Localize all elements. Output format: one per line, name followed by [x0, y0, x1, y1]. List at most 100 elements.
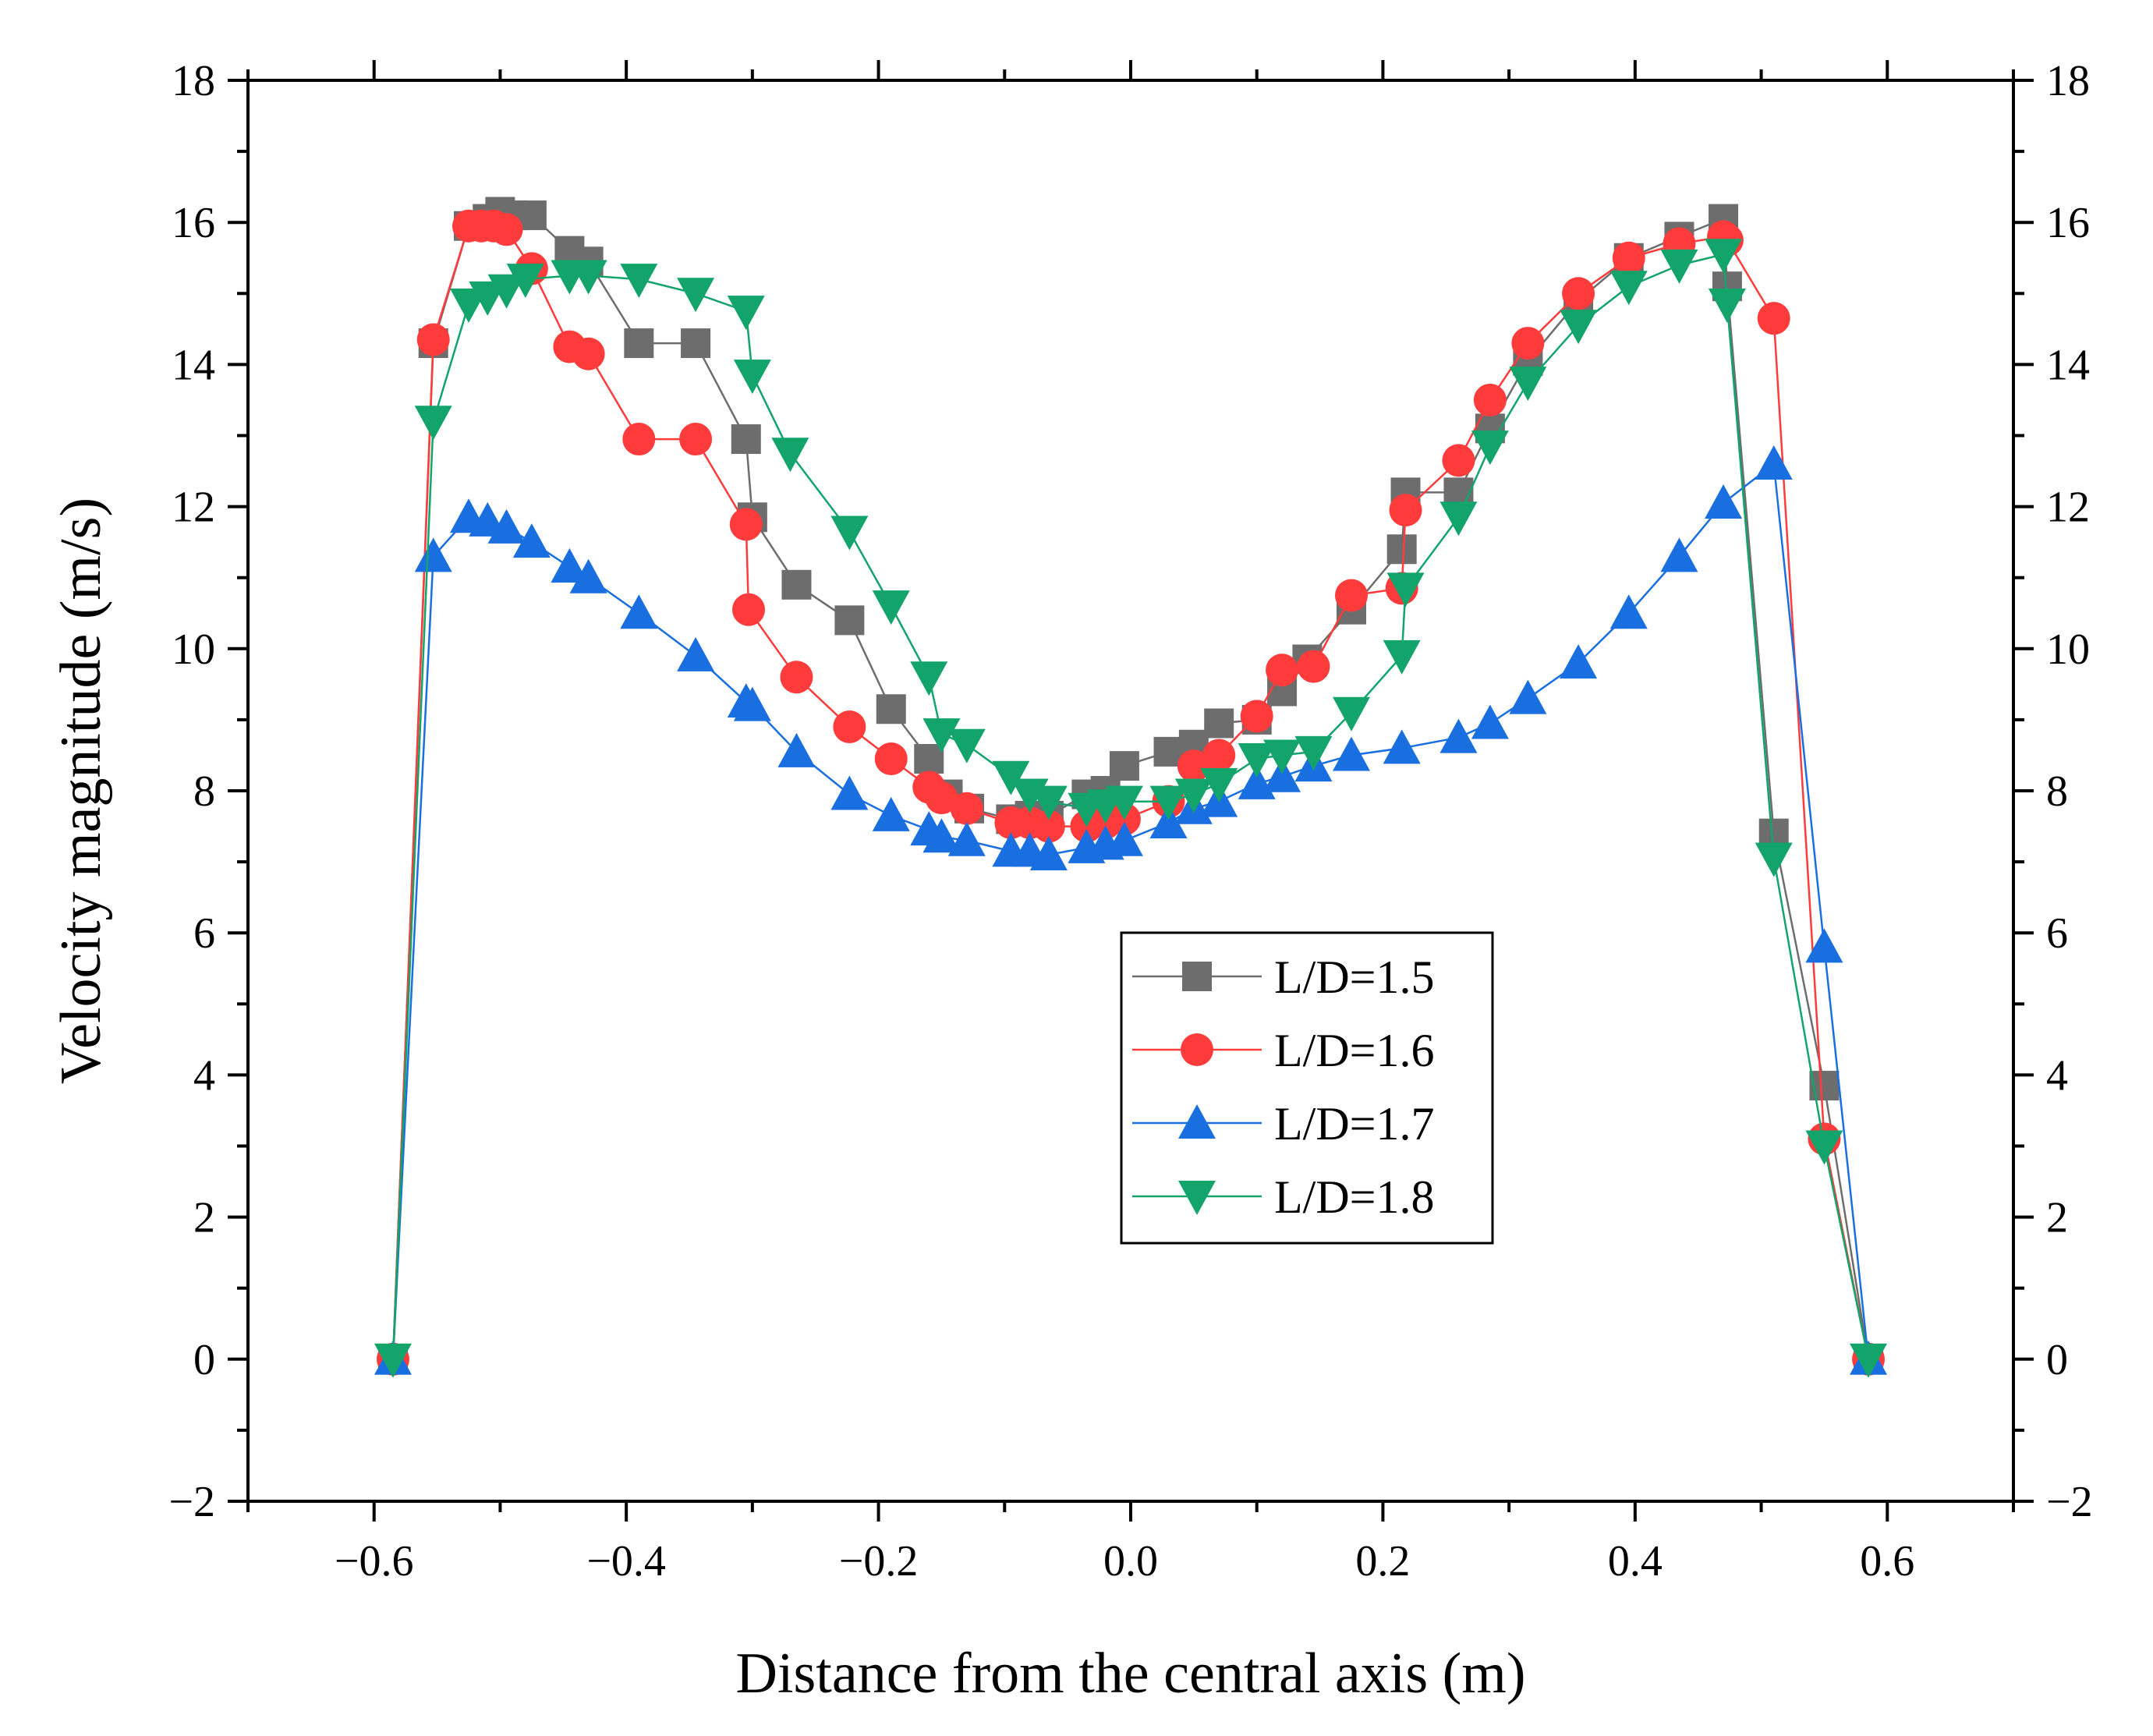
- legend-label: L/D=1.5: [1274, 951, 1435, 1003]
- data-point: [1509, 679, 1547, 714]
- data-point: [1389, 494, 1422, 527]
- data-point: [374, 1343, 412, 1378]
- data-point: [733, 686, 771, 721]
- data-point: [1294, 735, 1333, 771]
- y-left-tick-label: 10: [172, 625, 215, 674]
- y-right-tick-label: 12: [2046, 484, 2090, 532]
- data-point: [624, 328, 654, 359]
- data-point: [622, 423, 656, 456]
- x-tick-label: −0.4: [586, 1537, 666, 1585]
- x-axis-title: Distance from the central axis (m): [736, 1642, 1526, 1706]
- series-L/D=1.8: [374, 239, 1888, 1378]
- y-left-tick-label: 18: [172, 57, 215, 105]
- data-point: [922, 718, 961, 753]
- y-left-tick-label: −2: [168, 1478, 215, 1526]
- data-point: [771, 438, 809, 473]
- data-point: [872, 796, 910, 831]
- data-point: [1755, 445, 1793, 480]
- data-point: [1383, 729, 1421, 764]
- data-point: [1029, 785, 1068, 820]
- data-point: [833, 710, 866, 744]
- data-point: [1609, 271, 1648, 306]
- y-left-tick-label: 8: [193, 767, 215, 816]
- data-point: [506, 264, 544, 299]
- y-right-tick-label: −2: [2046, 1478, 2093, 1526]
- data-point: [729, 508, 763, 541]
- legend-label: L/D=1.8: [1274, 1171, 1435, 1223]
- x-tick-label: 0.4: [1608, 1537, 1663, 1585]
- data-point: [914, 744, 944, 774]
- data-point: [677, 636, 715, 671]
- x-tick-label: −0.6: [335, 1537, 414, 1585]
- data-point: [1149, 785, 1188, 820]
- data-point: [727, 296, 765, 331]
- data-point: [1705, 484, 1743, 519]
- x-tick-label: −0.2: [839, 1537, 919, 1585]
- data-point: [572, 337, 605, 370]
- legend-marker: [1178, 1104, 1216, 1139]
- y-right-tick-label: 2: [2046, 1194, 2068, 1242]
- data-point: [1439, 718, 1478, 753]
- data-point: [487, 274, 526, 309]
- legend-label: L/D=1.7: [1274, 1098, 1435, 1150]
- data-point: [1105, 821, 1143, 856]
- legend-marker: [1178, 1181, 1216, 1215]
- data-point: [1386, 572, 1425, 608]
- data-point: [1266, 654, 1299, 687]
- y-right-tick-label: 18: [2046, 57, 2090, 105]
- y-left-tick-label: 14: [172, 341, 215, 389]
- data-point: [487, 508, 526, 544]
- data-point: [1509, 367, 1547, 402]
- tick-layer: −0.6 −0.4 −0.2 0.0 0.2 0.4 0.6 −2 −2 0 0 2 2 4 4 6 6 8 8 10…: [168, 57, 2092, 1585]
- data-point: [1560, 644, 1598, 679]
- data-point: [1333, 696, 1370, 732]
- data-point: [1708, 288, 1746, 323]
- data-point: [569, 558, 607, 593]
- data-point: [620, 594, 658, 629]
- x-tick-label: 0.6: [1860, 1537, 1914, 1585]
- data-point: [1105, 785, 1143, 820]
- data-point: [620, 264, 658, 299]
- data-point: [1757, 302, 1790, 335]
- data-point: [1297, 650, 1330, 683]
- y-right-tick-label: 0: [2046, 1336, 2068, 1384]
- data-point: [1032, 810, 1065, 843]
- data-point: [1612, 241, 1645, 275]
- data-point: [1442, 444, 1475, 477]
- data-point: [1511, 327, 1545, 360]
- data-point: [1333, 736, 1370, 771]
- data-point: [834, 605, 865, 636]
- legend-label: L/D=1.6: [1274, 1025, 1435, 1076]
- data-point: [925, 781, 958, 815]
- data-point: [1149, 803, 1188, 838]
- y-right-tick-label: 8: [2046, 767, 2068, 816]
- data-point: [1805, 1130, 1843, 1165]
- data-point: [1609, 594, 1648, 629]
- y-left-tick-label: 4: [193, 1051, 215, 1100]
- data-point: [781, 569, 812, 600]
- data-point: [777, 732, 816, 767]
- y-right-tick-label: 10: [2046, 625, 2090, 674]
- data-point: [1471, 430, 1509, 466]
- data-point: [1240, 700, 1273, 733]
- y-left-tick-label: 16: [172, 199, 215, 247]
- data-point: [679, 423, 713, 456]
- data-point: [874, 742, 908, 776]
- data-point: [1200, 767, 1238, 802]
- legend-marker: [1182, 962, 1212, 991]
- data-point: [1755, 842, 1793, 877]
- data-point: [1562, 277, 1595, 310]
- data-point: [1335, 579, 1368, 612]
- y-right-tick-label: 14: [2046, 341, 2090, 389]
- data-point: [947, 728, 986, 763]
- y-left-tick-label: 12: [172, 484, 215, 532]
- data-point: [1383, 639, 1421, 675]
- data-point: [830, 515, 869, 551]
- data-point: [876, 694, 906, 725]
- data-point: [1386, 534, 1417, 565]
- data-point: [490, 213, 523, 246]
- data-point: [1238, 743, 1276, 778]
- data-point: [1029, 835, 1068, 870]
- data-point: [1560, 310, 1598, 345]
